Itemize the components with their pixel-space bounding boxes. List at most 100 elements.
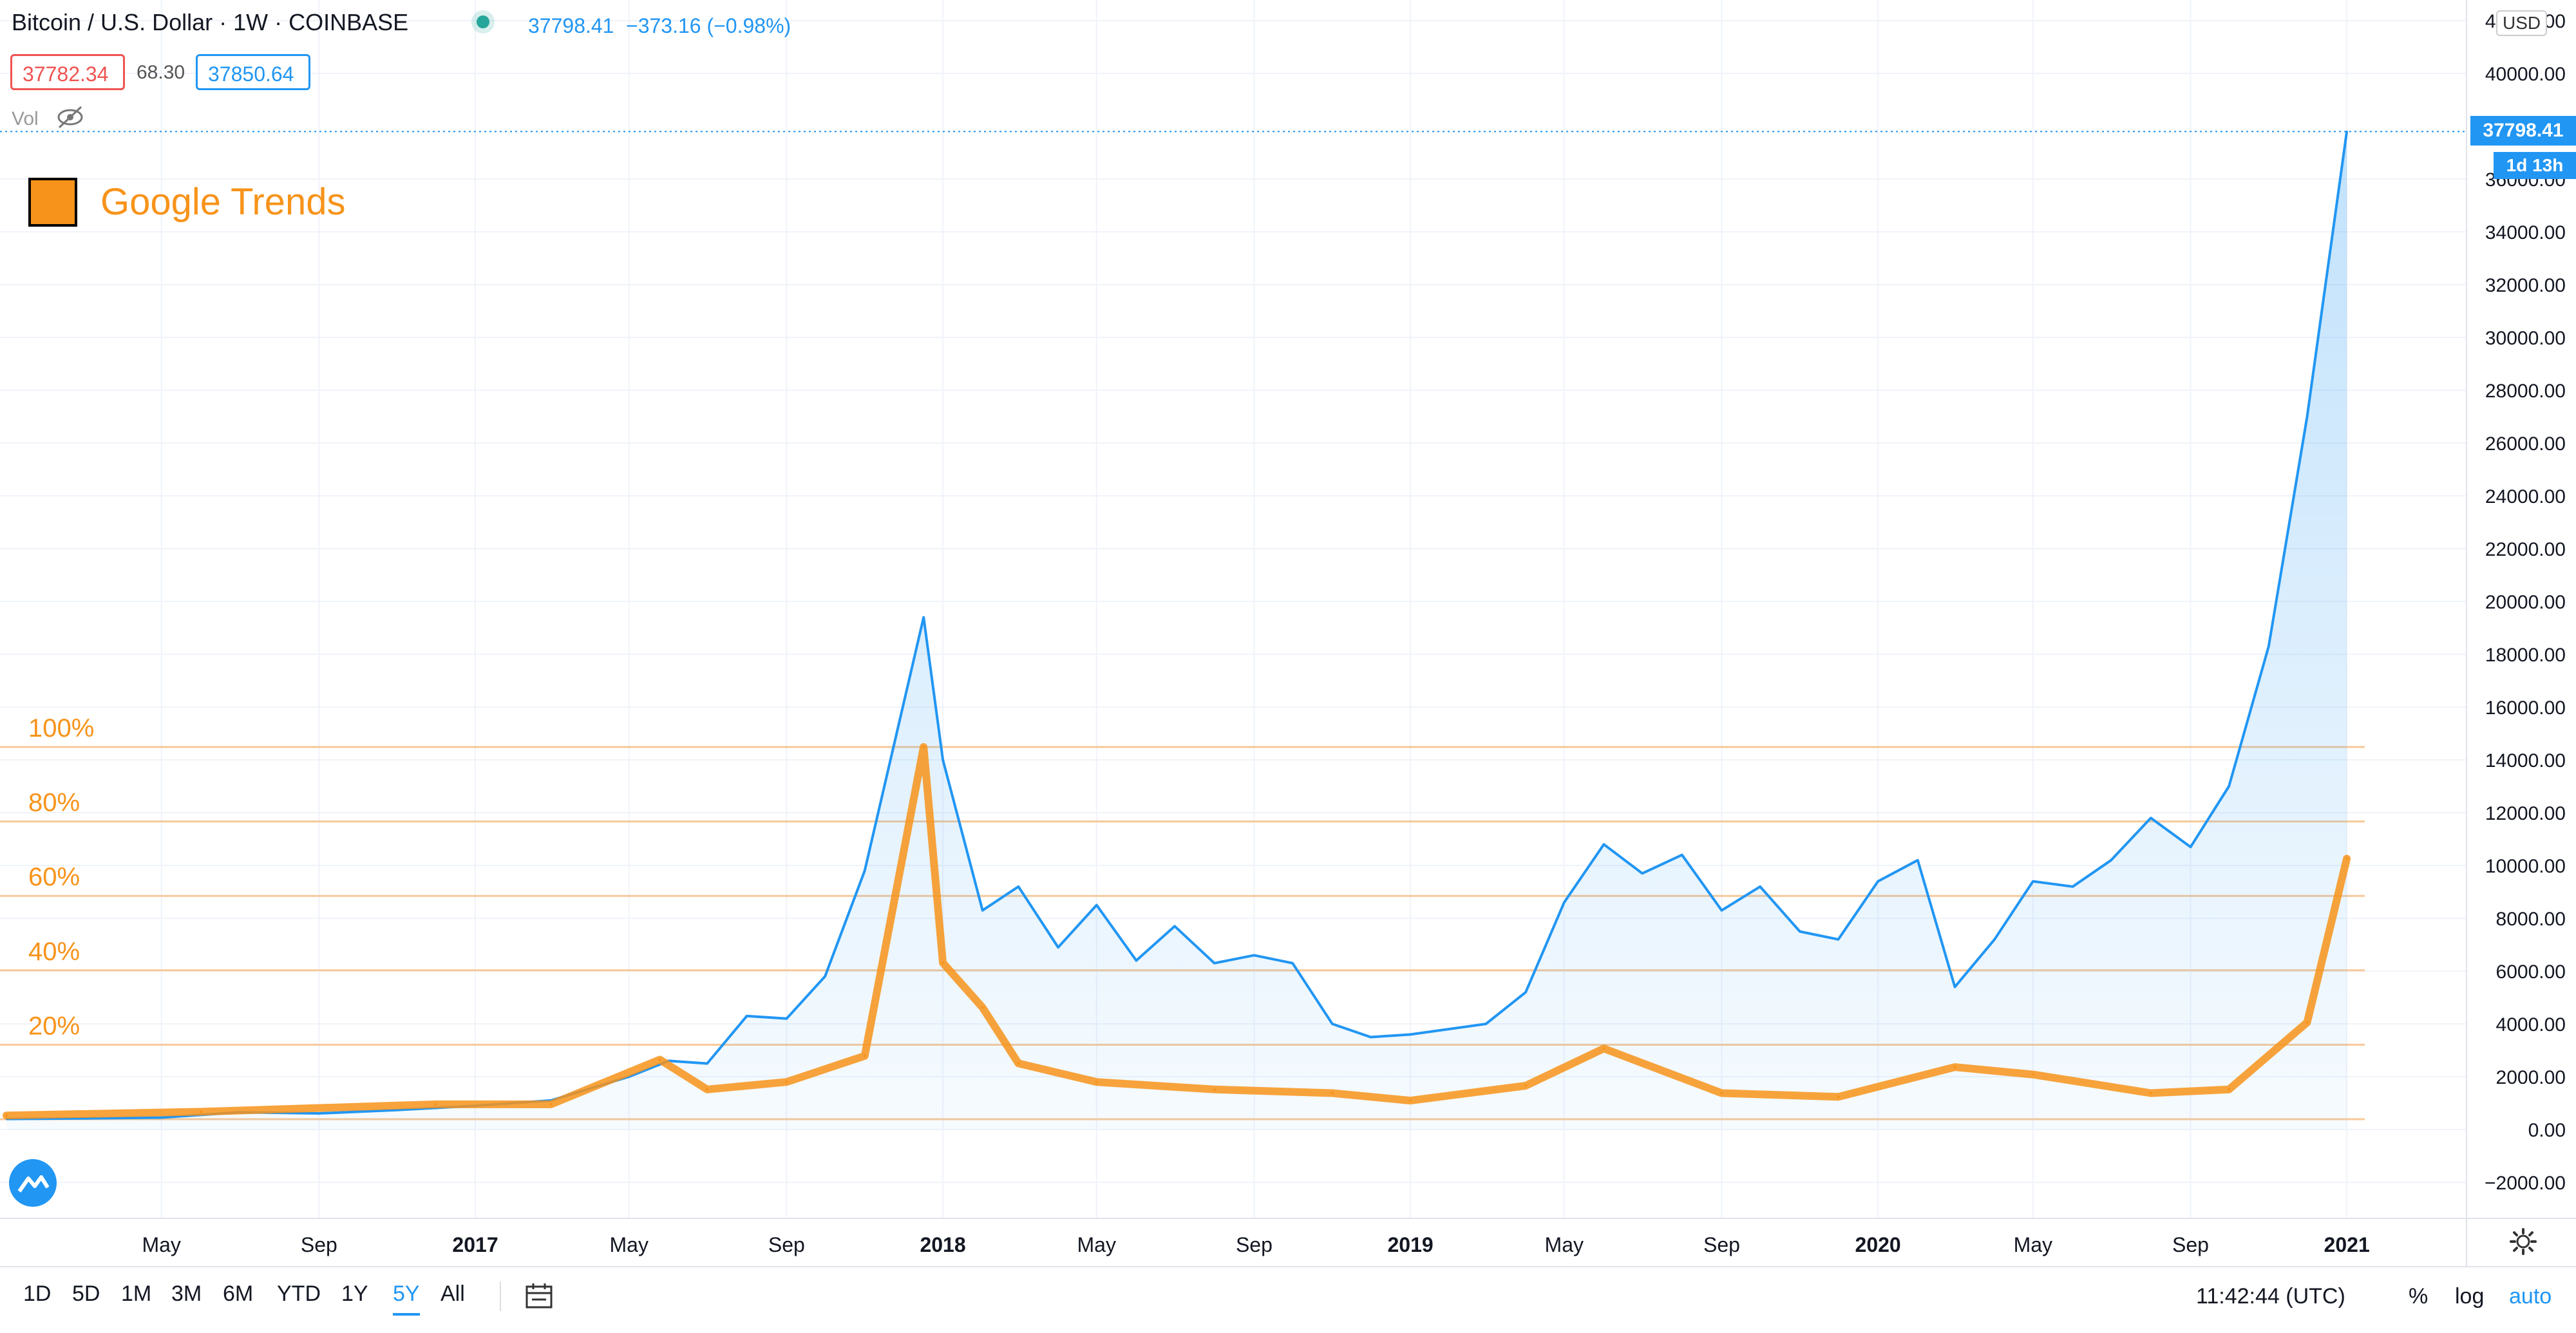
trend-level-label: 20% bbox=[28, 1012, 80, 1040]
bar-countdown-tag: 1d 13h bbox=[2494, 152, 2576, 179]
google-trends-point bbox=[706, 1088, 709, 1091]
price-point bbox=[864, 869, 866, 872]
price-point bbox=[1877, 880, 1879, 883]
google-trends-point bbox=[2031, 1073, 2034, 1076]
price-point bbox=[746, 1015, 748, 1017]
price-point bbox=[2228, 785, 2230, 788]
timeframe-1d[interactable]: 1D bbox=[23, 1281, 52, 1306]
toolbar-divider bbox=[500, 1281, 501, 1311]
time-tick-label: May bbox=[1077, 1233, 1116, 1256]
google-trends-point bbox=[1017, 1062, 1020, 1065]
timeframe-1m[interactable]: 1M bbox=[121, 1281, 152, 1306]
google-trends-point bbox=[549, 1102, 553, 1106]
price-point bbox=[82, 1117, 84, 1120]
utc-clock[interactable]: 11:42:44 (UTC) bbox=[2196, 1284, 2345, 1309]
google-trends-point bbox=[1720, 1092, 1723, 1095]
trend-level-label: 100% bbox=[28, 714, 94, 742]
currency-button[interactable]: USD bbox=[2496, 10, 2548, 36]
auto-scale-button[interactable]: auto bbox=[2509, 1284, 2552, 1309]
time-tick-label: 2019 bbox=[1387, 1233, 1433, 1256]
price-point bbox=[317, 1112, 320, 1115]
timeframe-6m[interactable]: 6M bbox=[223, 1281, 254, 1306]
timeframe-1y[interactable]: 1Y bbox=[341, 1281, 368, 1306]
timeframe-5y[interactable]: 5Y bbox=[393, 1281, 420, 1316]
price-point bbox=[1953, 986, 1956, 988]
price-tick-label: 30000.00 bbox=[2485, 328, 2566, 349]
google-trends-point bbox=[1524, 1084, 1528, 1087]
time-tick-label: May bbox=[1545, 1233, 1584, 1256]
price-point bbox=[1759, 885, 1761, 888]
time-tick-label: 2021 bbox=[2324, 1233, 2370, 1256]
ask-price-box[interactable]: 37850.64 bbox=[196, 54, 310, 90]
google-trends-point bbox=[2149, 1092, 2152, 1095]
price-point bbox=[1641, 872, 1643, 874]
price-point bbox=[981, 909, 984, 912]
time-tick-label: May bbox=[2014, 1233, 2052, 1256]
symbol-title[interactable]: Bitcoin / U.S. Dollar · 1W · COINBASE bbox=[12, 9, 409, 35]
bottom-toolbar bbox=[0, 1266, 2576, 1333]
google-trends-point bbox=[2345, 857, 2349, 860]
price-point bbox=[2071, 885, 2074, 888]
time-tick-label: Sep bbox=[301, 1233, 337, 1256]
price-tick-label: 4000.00 bbox=[2496, 1014, 2566, 1035]
google-trends-point bbox=[1095, 1081, 1098, 1084]
google-trends-point bbox=[1837, 1095, 1840, 1099]
price-point bbox=[1993, 938, 1996, 941]
price-tick-label: 20000.00 bbox=[2485, 592, 2566, 613]
price-point bbox=[1524, 991, 1527, 994]
timeframe-ytd[interactable]: YTD bbox=[277, 1281, 321, 1306]
time-tick-label: Sep bbox=[1703, 1233, 1740, 1256]
price-point bbox=[1563, 901, 1566, 903]
price-point bbox=[1291, 962, 1294, 965]
log-scale-button[interactable]: log bbox=[2455, 1284, 2485, 1309]
price-point bbox=[2306, 415, 2308, 418]
price-point bbox=[942, 759, 944, 761]
percent-scale-button[interactable]: % bbox=[2409, 1284, 2429, 1309]
price-tick-label: 10000.00 bbox=[2485, 856, 2566, 877]
google-trends-series bbox=[3, 743, 2351, 1120]
time-tick-label: 2018 bbox=[920, 1233, 965, 1256]
google-trends-point bbox=[863, 1054, 866, 1057]
price-point bbox=[1095, 904, 1098, 906]
price-tick-label: 18000.00 bbox=[2485, 645, 2566, 666]
price-tick-label: 32000.00 bbox=[2485, 275, 2566, 296]
google-trends-point bbox=[1602, 1047, 1605, 1050]
timeframe-5d[interactable]: 5D bbox=[72, 1281, 100, 1306]
price-point bbox=[1720, 909, 1723, 912]
price-point bbox=[922, 616, 925, 619]
price-tick-label: 2000.00 bbox=[2496, 1067, 2566, 1088]
price-point bbox=[1253, 954, 1255, 956]
gear-icon[interactable] bbox=[2509, 1227, 2537, 1259]
price-tick-label: 16000.00 bbox=[2485, 697, 2566, 719]
price-point bbox=[1173, 925, 1176, 927]
price-point bbox=[1017, 885, 1019, 888]
google-trends-point bbox=[200, 1110, 203, 1113]
price-series bbox=[0, 130, 2467, 1130]
google-trends-label: Google Trends bbox=[100, 181, 346, 223]
time-tick-label: 2017 bbox=[452, 1233, 498, 1256]
time-tick-label: May bbox=[142, 1233, 180, 1256]
price-tick-label: 26000.00 bbox=[2485, 433, 2566, 455]
price-point bbox=[160, 1117, 163, 1119]
tradingview-logo-icon[interactable] bbox=[9, 1159, 57, 1207]
timeframe-all[interactable]: All bbox=[440, 1281, 465, 1306]
price-tick-label: 28000.00 bbox=[2485, 381, 2566, 402]
eye-hidden-icon[interactable] bbox=[55, 104, 85, 133]
time-tick-label: Sep bbox=[2172, 1233, 2209, 1256]
time-tick-label: Sep bbox=[768, 1233, 805, 1256]
bid-price-box[interactable]: 37782.34 bbox=[10, 54, 125, 90]
price-tick-label: 0.00 bbox=[2528, 1120, 2566, 1141]
volume-label: Vol bbox=[12, 108, 39, 129]
timeframe-3m[interactable]: 3M bbox=[171, 1281, 202, 1306]
price-point bbox=[2150, 817, 2152, 819]
price-point bbox=[1799, 931, 1801, 932]
price-point bbox=[1681, 854, 1683, 856]
last-price: 37798.41 bbox=[528, 14, 614, 37]
price-point bbox=[2110, 859, 2112, 862]
price-point bbox=[824, 975, 826, 978]
spread-value: 68.30 bbox=[137, 62, 185, 83]
google-trends-point bbox=[1213, 1088, 1216, 1091]
google-trends-point bbox=[922, 746, 925, 748]
date-range-icon[interactable] bbox=[523, 1281, 556, 1314]
